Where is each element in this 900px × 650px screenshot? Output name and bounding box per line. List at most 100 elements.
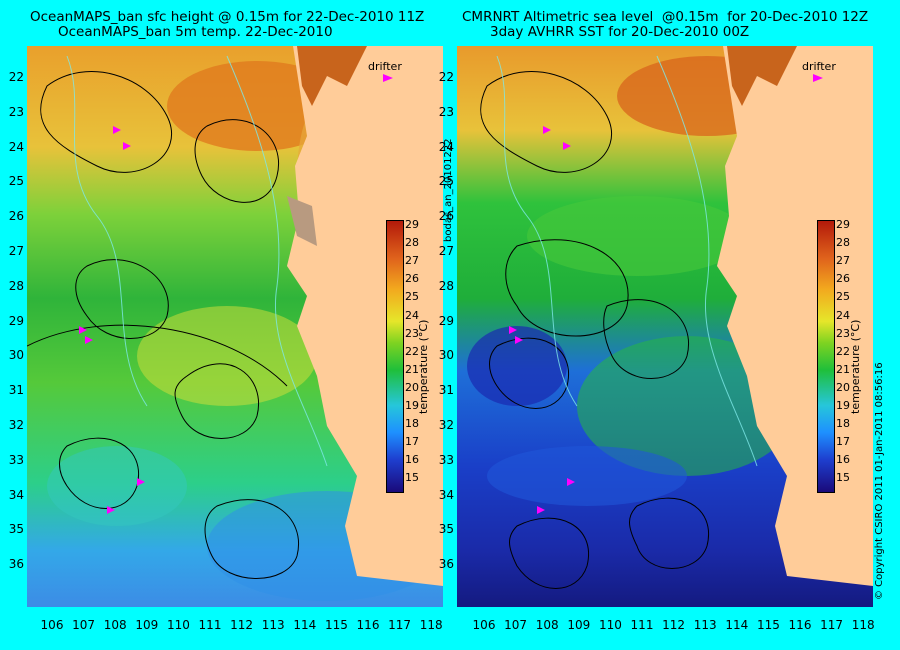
right-drifter-label: drifter	[802, 60, 836, 73]
right-longitude-label: 116	[788, 618, 812, 632]
right-colorbar-tick: 25	[836, 290, 850, 304]
left-colorbar-tick: 28	[405, 236, 419, 250]
right-colorbar-tick: 18	[836, 417, 850, 431]
right-longitude-label: 118	[851, 618, 875, 632]
right-colorbar-tick: 23	[836, 326, 850, 340]
right-colorbar-tick: 27	[836, 254, 850, 268]
right-colorbar-tick: 19	[836, 399, 850, 412]
left-drifter-label: drifter	[368, 60, 402, 73]
right-colorbar-tick: 29	[836, 218, 850, 231]
left-latitude-label: 24	[8, 139, 24, 154]
left-colorbar	[386, 220, 404, 493]
right-title-line2: 3day AVHRR SST for 20-Dec-2010 00Z	[490, 24, 750, 40]
left-colorbar-tick: 17	[405, 435, 419, 449]
left-title-line1: OceanMAPS_ban sfc height @ 0.15m for 22-…	[30, 9, 425, 25]
left-colorbar-tick: 15	[405, 471, 419, 485]
right-latitude-label: 28	[438, 278, 454, 293]
left-longitude-label: 114	[293, 618, 317, 632]
left-longitude-label: 111	[198, 618, 222, 632]
right-longitude-label: 109	[567, 618, 591, 632]
right-longitude-label: 114	[725, 618, 749, 632]
right-latitude-label: 26	[438, 209, 454, 224]
right-colorbar-tick: 20	[836, 380, 850, 394]
right-colorbar	[817, 220, 835, 493]
left-latitude-label: 30	[8, 348, 24, 363]
right-latitude-label: 24	[438, 139, 454, 154]
left-colorbar-label: temperature (°C)	[417, 319, 430, 414]
left-longitude-label: 109	[135, 618, 159, 632]
right-longitude-label: 113	[693, 618, 717, 632]
left-longitude-label: 106	[40, 618, 64, 632]
left-latitude-label: 32	[8, 418, 24, 432]
right-map-panel: drifter 29 28 27 26 25 24 23 22 21 20 19 18 17 16 15 t…	[457, 46, 873, 607]
left-longitude-label: 110	[166, 618, 190, 632]
left-colorbar-tick: 25	[405, 290, 419, 304]
left-longitude-label: 112	[230, 618, 254, 632]
left-colorbar-tick: 29	[405, 218, 419, 231]
left-longitude-label: 108	[103, 618, 127, 632]
right-longitude-label: 111	[630, 618, 654, 632]
right-title-line1: CMRNRT Altimetric sea level @0.15m for 2…	[462, 9, 869, 25]
left-title-line2: OceanMAPS_ban 5m temp. 22-Dec-2010	[58, 24, 333, 40]
right-latitude-label: 30	[438, 348, 454, 363]
copyright-label: © Copyright CSIRO 2011 01-Jan-2011 08:56…	[874, 362, 885, 600]
right-latitude-label: 36	[438, 557, 454, 572]
right-longitude-label: 107	[504, 618, 528, 632]
right-longitude-label: 115	[756, 618, 780, 632]
left-colorbar-tick: 18	[405, 417, 419, 431]
right-colorbar-tick: 15	[836, 471, 850, 485]
right-longitude-label: 117	[820, 618, 844, 632]
right-latitude-label: 34	[438, 487, 454, 502]
right-colorbar-label: temperature (°C)	[849, 319, 862, 414]
right-colorbar-tick: 24	[836, 308, 850, 322]
right-colorbar-tick: 26	[836, 272, 850, 286]
left-longitude-label: 115	[324, 618, 348, 632]
right-longitude-label: 108	[535, 618, 559, 632]
right-latitude-label: 27	[438, 244, 454, 258]
right-longitude-label: 110	[598, 618, 622, 632]
left-latitude-label: 26	[8, 209, 24, 224]
left-colorbar-tick: 16	[405, 453, 419, 467]
left-longitude-label: 117	[388, 618, 412, 632]
left-colorbar-tick: 27	[405, 254, 419, 268]
left-map-image	[27, 46, 443, 607]
right-colorbar-tick: 28	[836, 236, 850, 250]
right-latitude-label: 25	[438, 174, 454, 189]
left-latitude-label: 27	[8, 244, 24, 258]
left-longitude-label: 113	[261, 618, 285, 632]
left-longitude-label: 118	[419, 618, 443, 632]
left-colorbar-tick: 19	[405, 399, 419, 412]
right-latitude-label: 35	[438, 522, 454, 537]
right-longitude-label: 112	[662, 618, 686, 632]
right-latitude-label: 32	[438, 418, 454, 432]
right-latitude-label: 31	[438, 383, 454, 398]
left-latitude-label: 25	[8, 174, 24, 189]
left-latitude-label: 23	[8, 104, 24, 119]
left-colorbar-tick: 26	[405, 272, 419, 286]
left-latitude-label: 33	[8, 452, 24, 467]
left-latitude-label: 35	[8, 522, 24, 537]
right-latitude-label: 23	[438, 104, 454, 119]
left-colorbar-tick: 21	[405, 362, 419, 376]
right-colorbar-tick: 21	[836, 362, 850, 376]
left-longitude-label: 116	[356, 618, 380, 632]
left-colorbar-tick: 22	[405, 344, 419, 358]
left-latitude-label: 28	[8, 278, 24, 293]
side-label: bodas_an_20101222	[443, 138, 454, 242]
left-latitude-label: 31	[8, 383, 24, 398]
left-latitude-label: 29	[8, 313, 24, 328]
right-latitude-label: 29	[438, 313, 454, 328]
left-latitude-label: 22	[8, 70, 24, 84]
right-map-image	[457, 46, 873, 607]
left-colorbar-tick: 23	[405, 326, 419, 340]
left-latitude-label: 36	[8, 557, 24, 572]
right-longitude-label: 106	[472, 618, 496, 632]
left-latitude-label: 34	[8, 487, 24, 502]
right-colorbar-tick: 16	[836, 453, 850, 467]
right-latitude-label: 33	[438, 452, 454, 467]
left-colorbar-tick: 20	[405, 380, 419, 394]
right-colorbar-tick: 22	[836, 344, 850, 358]
right-colorbar-tick: 17	[836, 435, 850, 449]
left-colorbar-tick: 24	[405, 308, 419, 322]
left-map-panel: drifter 29 28 27 26 25 24 23 22 21 20 19 18 17 16 15 t…	[27, 46, 443, 607]
